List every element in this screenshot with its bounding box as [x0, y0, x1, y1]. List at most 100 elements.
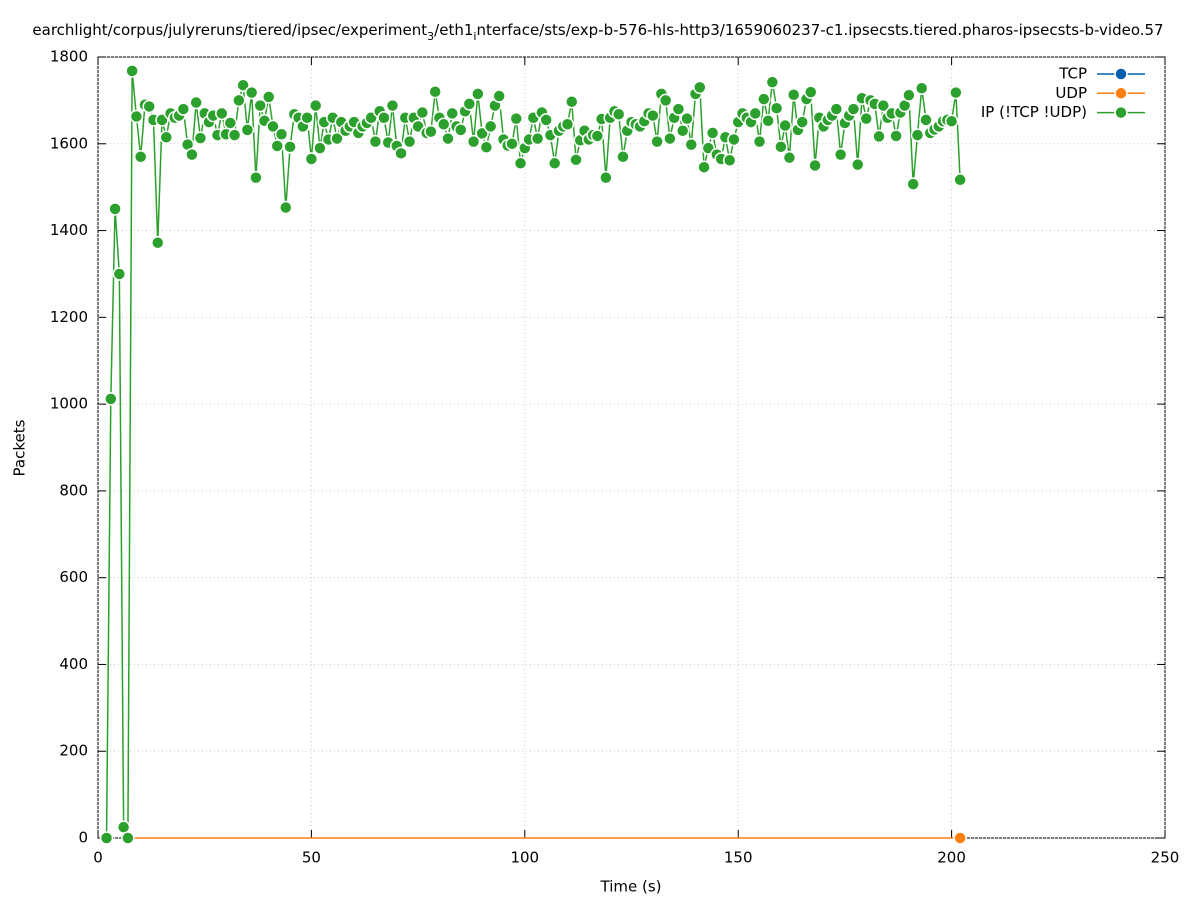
data-point [953, 831, 967, 845]
data-point [313, 141, 327, 155]
y-tick-label: 1400 [50, 221, 88, 239]
x-axis-label: Time (s) [600, 878, 662, 896]
data-point [377, 110, 391, 125]
data-point [846, 102, 861, 116]
data-point [274, 127, 289, 141]
data-point [850, 157, 865, 172]
data-point [722, 153, 737, 168]
data-point [761, 114, 775, 128]
data-point [415, 105, 430, 120]
data-point [253, 98, 267, 113]
data-point [949, 85, 963, 100]
data-point [833, 147, 848, 162]
data-point [129, 109, 144, 124]
data-point [509, 111, 524, 126]
data-point [530, 131, 545, 146]
data-point [944, 114, 959, 128]
title-segment: /eth1 [434, 21, 473, 39]
data-point [693, 80, 707, 95]
data-point [193, 131, 208, 145]
data-point [906, 177, 920, 191]
data-point [675, 124, 690, 138]
y-tick-label: 800 [59, 481, 88, 499]
data-point [244, 85, 259, 100]
data-point [99, 831, 114, 845]
data-point [914, 81, 929, 95]
title-segment: i [473, 30, 476, 43]
x-tick-label: 200 [937, 849, 966, 867]
data-point [505, 137, 519, 151]
data-point [394, 146, 408, 161]
data-point [283, 140, 297, 154]
y-tick-label: 400 [59, 655, 88, 673]
data-point [859, 111, 873, 126]
data-point [308, 98, 323, 113]
data-point [402, 134, 417, 149]
data-point [121, 831, 135, 845]
data-point [266, 119, 280, 134]
data-point [829, 102, 844, 116]
data-point [151, 235, 165, 250]
data-point [492, 89, 506, 103]
data-point [539, 113, 553, 127]
x-tick-label: 250 [1151, 849, 1180, 867]
data-point [876, 98, 891, 113]
data-point [727, 132, 741, 147]
data-point [650, 134, 664, 149]
data-point [804, 85, 818, 99]
data-point [466, 134, 481, 149]
data-point [564, 94, 579, 109]
y-tick-label: 1200 [50, 308, 88, 326]
data-point [513, 156, 528, 171]
title-segment: nterface/sts/exp-b-576-hls-http3/1659060… [476, 21, 1163, 39]
legend-label: TCP [1058, 65, 1087, 83]
data-point [663, 131, 677, 146]
legend-swatch [1114, 86, 1128, 101]
legend-label: UDP [1055, 84, 1087, 102]
data-point [769, 101, 784, 115]
y-tick-label: 0 [78, 829, 88, 847]
data-point [658, 93, 673, 108]
data-point [185, 147, 199, 162]
data-point [227, 128, 242, 142]
data-point [910, 128, 925, 142]
data-point [436, 117, 451, 132]
data-point [953, 173, 967, 187]
data-point [479, 140, 494, 154]
data-point [176, 102, 191, 116]
data-point [445, 106, 459, 121]
data-point [279, 200, 293, 215]
data-point [133, 150, 148, 164]
data-point [304, 152, 319, 166]
data-point [919, 113, 933, 127]
data-point [104, 392, 118, 406]
data-point [454, 123, 468, 137]
title-segment: earchlight/corpus/julyreruns/tiered/ipse… [32, 21, 427, 39]
data-point [671, 102, 686, 116]
data-point [795, 115, 809, 129]
data-point [270, 139, 285, 153]
data-point [684, 137, 699, 152]
x-tick-label: 150 [724, 849, 753, 867]
data-point [223, 116, 238, 130]
x-tick-label: 100 [510, 849, 539, 867]
data-point [808, 158, 822, 173]
data-point [236, 78, 250, 92]
x-tick-label: 50 [302, 849, 321, 867]
data-point [778, 118, 792, 133]
data-point [774, 140, 788, 154]
data-point [765, 75, 780, 89]
data-point [142, 99, 156, 114]
data-point [330, 131, 344, 146]
data-point [483, 119, 498, 134]
y-tick-label: 1600 [50, 134, 88, 152]
data-point [125, 64, 139, 78]
data-point [599, 170, 613, 185]
data-point [462, 97, 477, 111]
y-tick-label: 600 [59, 568, 88, 586]
legend-swatch [1114, 105, 1128, 120]
data-point [616, 150, 630, 164]
y-tick-label: 1800 [50, 48, 88, 66]
legend-label: IP (!TCP !UDP) [981, 103, 1087, 121]
